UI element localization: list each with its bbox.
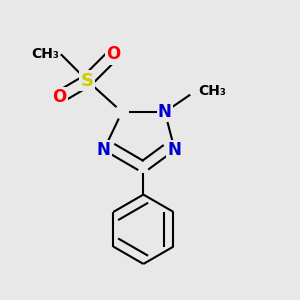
Text: S: S [81,72,94,90]
Text: CH₃: CH₃ [31,47,59,61]
Text: CH₃: CH₃ [198,84,226,98]
Text: N: N [168,141,182,159]
Text: O: O [52,88,66,106]
Text: N: N [97,141,111,159]
Text: O: O [106,45,121,63]
Text: N: N [158,103,172,121]
